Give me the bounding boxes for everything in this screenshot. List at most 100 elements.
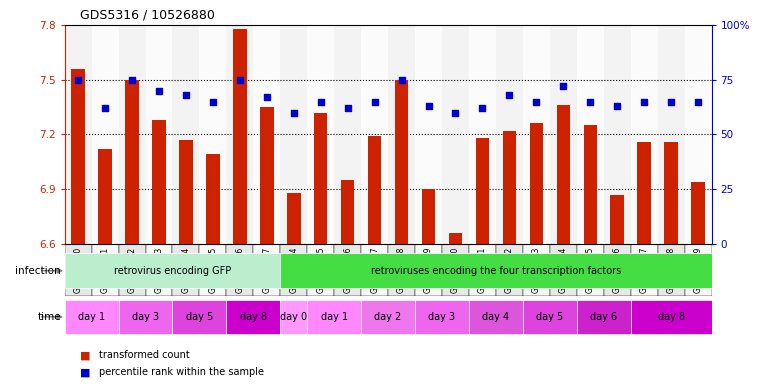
Point [396, 77, 408, 83]
Bar [72, 69, 85, 244]
Point [530, 98, 543, 104]
Point [665, 98, 677, 104]
Bar [126, 79, 139, 244]
Text: GSM943799: GSM943799 [424, 247, 433, 293]
Text: GSM943807: GSM943807 [640, 247, 648, 293]
Bar [307, 25, 334, 244]
Bar [603, 25, 631, 244]
Bar [65, 300, 119, 334]
Text: day 1: day 1 [320, 312, 348, 322]
Bar [199, 25, 227, 244]
Bar [314, 113, 327, 244]
Bar [577, 300, 631, 334]
Bar [550, 25, 577, 244]
Bar [658, 244, 685, 296]
Point [180, 92, 192, 98]
Point [72, 77, 84, 83]
Bar [233, 28, 247, 244]
Text: GSM943817: GSM943817 [263, 247, 272, 293]
Bar [664, 142, 678, 244]
Text: GSM943808: GSM943808 [667, 247, 676, 293]
Text: ■: ■ [80, 350, 91, 360]
Bar [307, 244, 334, 296]
Text: GSM943803: GSM943803 [532, 247, 541, 293]
Bar [415, 300, 469, 334]
Bar [631, 244, 658, 296]
Text: day 3: day 3 [428, 312, 456, 322]
Bar [469, 244, 496, 296]
Bar [469, 300, 523, 334]
Text: GSM943805: GSM943805 [586, 247, 595, 293]
Bar [287, 193, 301, 244]
Text: GSM943798: GSM943798 [397, 247, 406, 293]
Bar [685, 25, 712, 244]
Bar [173, 300, 227, 334]
Point [207, 98, 219, 104]
Text: GSM943810: GSM943810 [74, 247, 83, 293]
Text: GSM943816: GSM943816 [235, 247, 244, 293]
Text: day 2: day 2 [374, 312, 402, 322]
Bar [603, 244, 631, 296]
Bar [334, 25, 361, 244]
Bar [334, 244, 361, 296]
Bar [523, 244, 550, 296]
Bar [180, 140, 193, 244]
Point [368, 98, 380, 104]
Bar [227, 25, 253, 244]
Point [450, 109, 462, 116]
Bar [280, 300, 307, 334]
Text: day 0: day 0 [280, 312, 307, 322]
Bar [361, 25, 388, 244]
Text: infection: infection [15, 266, 61, 276]
Text: GDS5316 / 10526880: GDS5316 / 10526880 [80, 8, 215, 21]
Bar [388, 25, 415, 244]
Point [288, 109, 300, 116]
Text: day 8: day 8 [240, 312, 267, 322]
Bar [152, 120, 166, 244]
Text: GSM943812: GSM943812 [128, 247, 136, 293]
Bar [361, 244, 388, 296]
Point [153, 88, 165, 94]
Bar [173, 244, 199, 296]
Text: GSM943806: GSM943806 [613, 247, 622, 293]
Text: GSM943811: GSM943811 [100, 247, 110, 293]
Text: GSM943813: GSM943813 [154, 247, 164, 293]
Bar [523, 25, 550, 244]
Bar [550, 244, 577, 296]
Bar [206, 154, 220, 244]
Bar [395, 79, 409, 244]
Bar [361, 300, 415, 334]
Bar [638, 142, 651, 244]
Bar [685, 244, 712, 296]
Bar [145, 244, 173, 296]
Text: GSM943797: GSM943797 [370, 247, 379, 293]
Text: day 5: day 5 [186, 312, 213, 322]
Bar [388, 244, 415, 296]
Text: GSM943804: GSM943804 [559, 247, 568, 293]
Bar [577, 244, 603, 296]
Point [476, 105, 489, 111]
Point [611, 103, 623, 109]
Bar [173, 25, 199, 244]
Text: GSM943814: GSM943814 [181, 247, 190, 293]
Bar [65, 25, 91, 244]
Bar [227, 244, 253, 296]
Text: retrovirus encoding GFP: retrovirus encoding GFP [114, 266, 231, 276]
Point [638, 98, 650, 104]
Bar [227, 300, 280, 334]
Bar [415, 25, 442, 244]
Bar [280, 244, 307, 296]
Point [342, 105, 354, 111]
Bar [442, 25, 469, 244]
Text: time: time [37, 312, 61, 322]
Bar [280, 25, 307, 244]
Text: day 3: day 3 [132, 312, 159, 322]
Bar [91, 244, 119, 296]
Bar [415, 244, 442, 296]
Bar [253, 25, 280, 244]
Bar [199, 244, 227, 296]
Bar [631, 300, 712, 334]
Bar [280, 253, 712, 288]
Text: GSM943796: GSM943796 [343, 247, 352, 293]
Text: day 4: day 4 [482, 312, 509, 322]
